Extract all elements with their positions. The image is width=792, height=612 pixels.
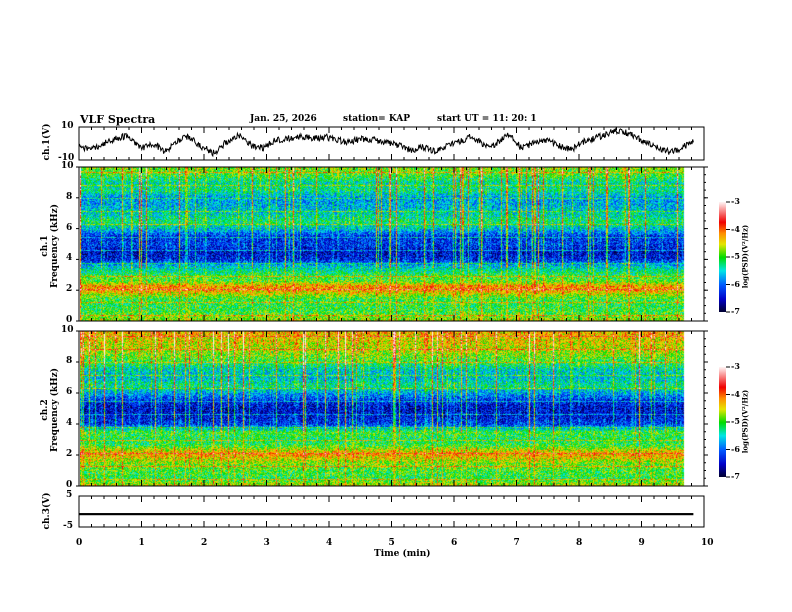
- date-label: Jan. 25, 2026: [250, 114, 317, 124]
- ch2-spectrogram: [80, 331, 694, 486]
- ch2-y-tick-label: 10: [61, 325, 74, 335]
- colorbar-ch1-label: log(PSD)(V²/Hz): [740, 224, 750, 289]
- x-tick-label: 10: [701, 538, 714, 548]
- ch1-y-tick-label: 2: [66, 284, 73, 295]
- station-label: station= KAP: [343, 114, 411, 124]
- x-tick-label: 3: [263, 538, 270, 548]
- ch2-y-tick-label: 2: [66, 449, 73, 459]
- ch1-y-tick-label: 6: [66, 222, 73, 233]
- ch1-y-tick-label: 0: [66, 315, 73, 325]
- colorbar-tick-label: -6: [731, 278, 740, 289]
- x-tick-label: 8: [576, 538, 583, 548]
- x-tick-label: 4: [326, 538, 333, 548]
- ch1-waveform-trace: [78, 127, 694, 158]
- x-tick-label: 6: [451, 538, 458, 548]
- figure-title: VLF Spectra: [80, 113, 156, 126]
- ch1-spec-ylabel-text: ch.1 Frequency (kHz): [40, 204, 60, 289]
- ch2-y-tick-label: 4: [66, 418, 73, 428]
- x-tick-label: 0: [76, 538, 83, 548]
- ch3-ylabel: ch.3(V): [42, 492, 52, 530]
- ch1-y-tick-label: 4: [66, 253, 73, 264]
- ch3-ytick-label: -5: [63, 521, 73, 531]
- colorbar-tick-label: -4: [731, 388, 740, 399]
- ch1-y-tick-label: 8: [66, 191, 73, 202]
- colorbar-tick-label: -7: [731, 306, 740, 316]
- colorbar-ch2-label: log(PSD)(V²/Hz): [740, 389, 750, 454]
- start-time-label: start UT = 11: 20: 1: [437, 114, 537, 124]
- colorbar-tick-label: -6: [731, 443, 740, 454]
- colorbar-tick-label: -3: [731, 361, 740, 371]
- ch2-spec-panel-frame: [78, 330, 705, 487]
- ch1-ytick-label: 10: [61, 121, 74, 131]
- ch1-ytick-label: -10: [58, 153, 75, 163]
- x-tick-label: 9: [638, 538, 645, 548]
- colorbar-ch1: [719, 202, 726, 312]
- x-tick-label: 7: [513, 538, 520, 548]
- colorbar-tick-label: -3: [731, 196, 740, 206]
- colorbar-tick-label: -7: [731, 471, 740, 481]
- ch1-spec-panel-frame: [78, 166, 705, 322]
- x-tick-label: 2: [201, 538, 208, 548]
- ch3-waveform-trace: [79, 513, 694, 516]
- ch1-y-tick-label: 10: [61, 161, 74, 171]
- colorbar-ch2: [719, 367, 726, 477]
- ch1-spec-ylabel: ch.1 Frequency (kHz): [40, 196, 60, 296]
- ch2-spec-ylabel-text: ch.2 Frequency (kHz): [40, 368, 60, 453]
- colorbar-tick-label: -5: [731, 251, 740, 261]
- ch1-ylabel: ch.1(V): [42, 123, 52, 161]
- ch2-y-tick-label: 0: [66, 480, 73, 490]
- xaxis-label: Time (min): [374, 549, 431, 559]
- colorbar-tick-label: -4: [731, 223, 740, 234]
- ch1-spectrogram: [80, 167, 694, 321]
- ch2-y-tick-label: 6: [66, 387, 73, 397]
- ch2-spec-ylabel: ch.2 Frequency (kHz): [40, 360, 60, 460]
- ch3-ytick-label: 5: [66, 490, 73, 500]
- x-tick-label: 5: [388, 538, 395, 548]
- x-tick-label: 1: [138, 538, 145, 548]
- colorbar-tick-label: -5: [731, 416, 740, 426]
- ch2-y-tick-label: 8: [66, 356, 73, 366]
